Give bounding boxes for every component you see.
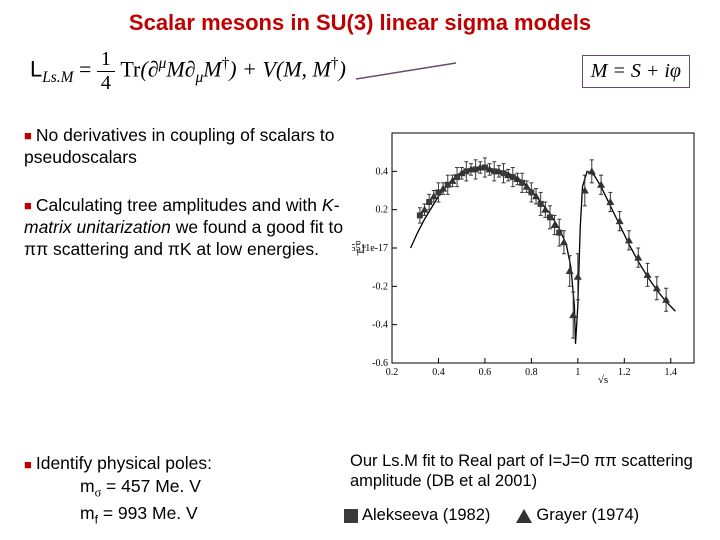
eq-plus: ) + V(M, M (229, 57, 331, 82)
scatter-plot: 0.20.40.60.811.21.4-0.6-0.4-0.25.5511e-1… (352, 125, 702, 385)
poles-l1a: m (80, 476, 95, 496)
svg-text:0.4: 0.4 (376, 166, 389, 177)
eq-tr: Tr (120, 57, 140, 82)
square-marker-icon (344, 509, 358, 523)
m-definition-box: M = S + iφ (582, 55, 690, 88)
poles-l2a: m (80, 503, 95, 523)
svg-text:√s: √s (598, 374, 608, 385)
svg-text:0.2: 0.2 (376, 205, 389, 216)
bullet-2a: Calculating tree amplitudes and with (36, 195, 322, 215)
triangle-marker-icon (516, 509, 532, 523)
frac-den: 4 (97, 72, 115, 95)
svg-text:0.6: 0.6 (479, 367, 492, 378)
legend-a-label: Alekseeva (1982) (362, 506, 490, 525)
svg-text:-0.6: -0.6 (372, 358, 388, 369)
eq-close: ) (339, 57, 346, 82)
bullet-2: ■Calculating tree amplitudes and with K-… (24, 195, 344, 261)
eq-d2: † (331, 55, 339, 72)
equation-row: LLs.M = 14 Tr(∂μM∂μM†) + V(M, M†) M = S … (0, 42, 720, 95)
bullet-icon: ■ (24, 198, 32, 213)
poles-l2b: = 993 Me. V (98, 503, 198, 523)
eq-m1: M∂ (166, 57, 195, 82)
connector-line (356, 57, 572, 87)
bullet-icon: ■ (24, 128, 32, 143)
svg-text:-0.2: -0.2 (372, 281, 388, 292)
right-bottom: Our Ls.M fit to Real part of I=J=0 ππ sc… (342, 452, 704, 525)
legend-b-label: Grayer (1974) (536, 506, 639, 525)
legend: Alekseeva (1982) Grayer (1974) (342, 506, 704, 525)
svg-text:1.4: 1.4 (665, 367, 678, 378)
bullet-1-text: No derivatives in coupling of scalars to… (24, 125, 334, 167)
eq-a1: (∂ (140, 57, 158, 82)
legend-alekseeva: Alekseeva (1982) (344, 506, 490, 525)
frac-num: 1 (97, 48, 115, 72)
bullet-1: ■No derivatives in coupling of scalars t… (24, 125, 344, 169)
poles-head: Identify physical poles: (36, 453, 212, 473)
lagrangian-equation: LLs.M = 14 Tr(∂μM∂μM†) + V(M, M†) (30, 48, 346, 95)
eq-L: L (30, 57, 42, 82)
poles-l1b: = 457 Me. V (101, 476, 201, 496)
svg-text:0.8: 0.8 (525, 367, 538, 378)
svg-text:0.4: 0.4 (432, 367, 445, 378)
page-title: Scalar mesons in SU(3) linear sigma mode… (0, 0, 720, 42)
left-column: ■No derivatives in coupling of scalars t… (24, 125, 344, 385)
content-row: ■No derivatives in coupling of scalars t… (0, 95, 720, 385)
svg-text:-0.4: -0.4 (372, 320, 388, 331)
eq-lsub: Ls.M (42, 69, 73, 86)
legend-grayer: Grayer (1974) (516, 506, 639, 525)
bottom-row: ■Identify physical poles: mσ = 457 Me. V… (24, 452, 704, 528)
plot-caption: Our Ls.M fit to Real part of I=J=0 ππ sc… (342, 452, 704, 492)
bullet-icon: ■ (24, 457, 32, 472)
plot-svg: 0.20.40.60.811.21.4-0.6-0.4-0.25.5511e-1… (352, 125, 702, 385)
svg-text:1: 1 (575, 367, 580, 378)
poles-block: ■Identify physical poles: mσ = 457 Me. V… (24, 452, 324, 528)
svg-text:T₀⁰: T₀⁰ (355, 240, 367, 256)
eq-m2: M (203, 57, 221, 82)
svg-text:1.2: 1.2 (618, 367, 631, 378)
